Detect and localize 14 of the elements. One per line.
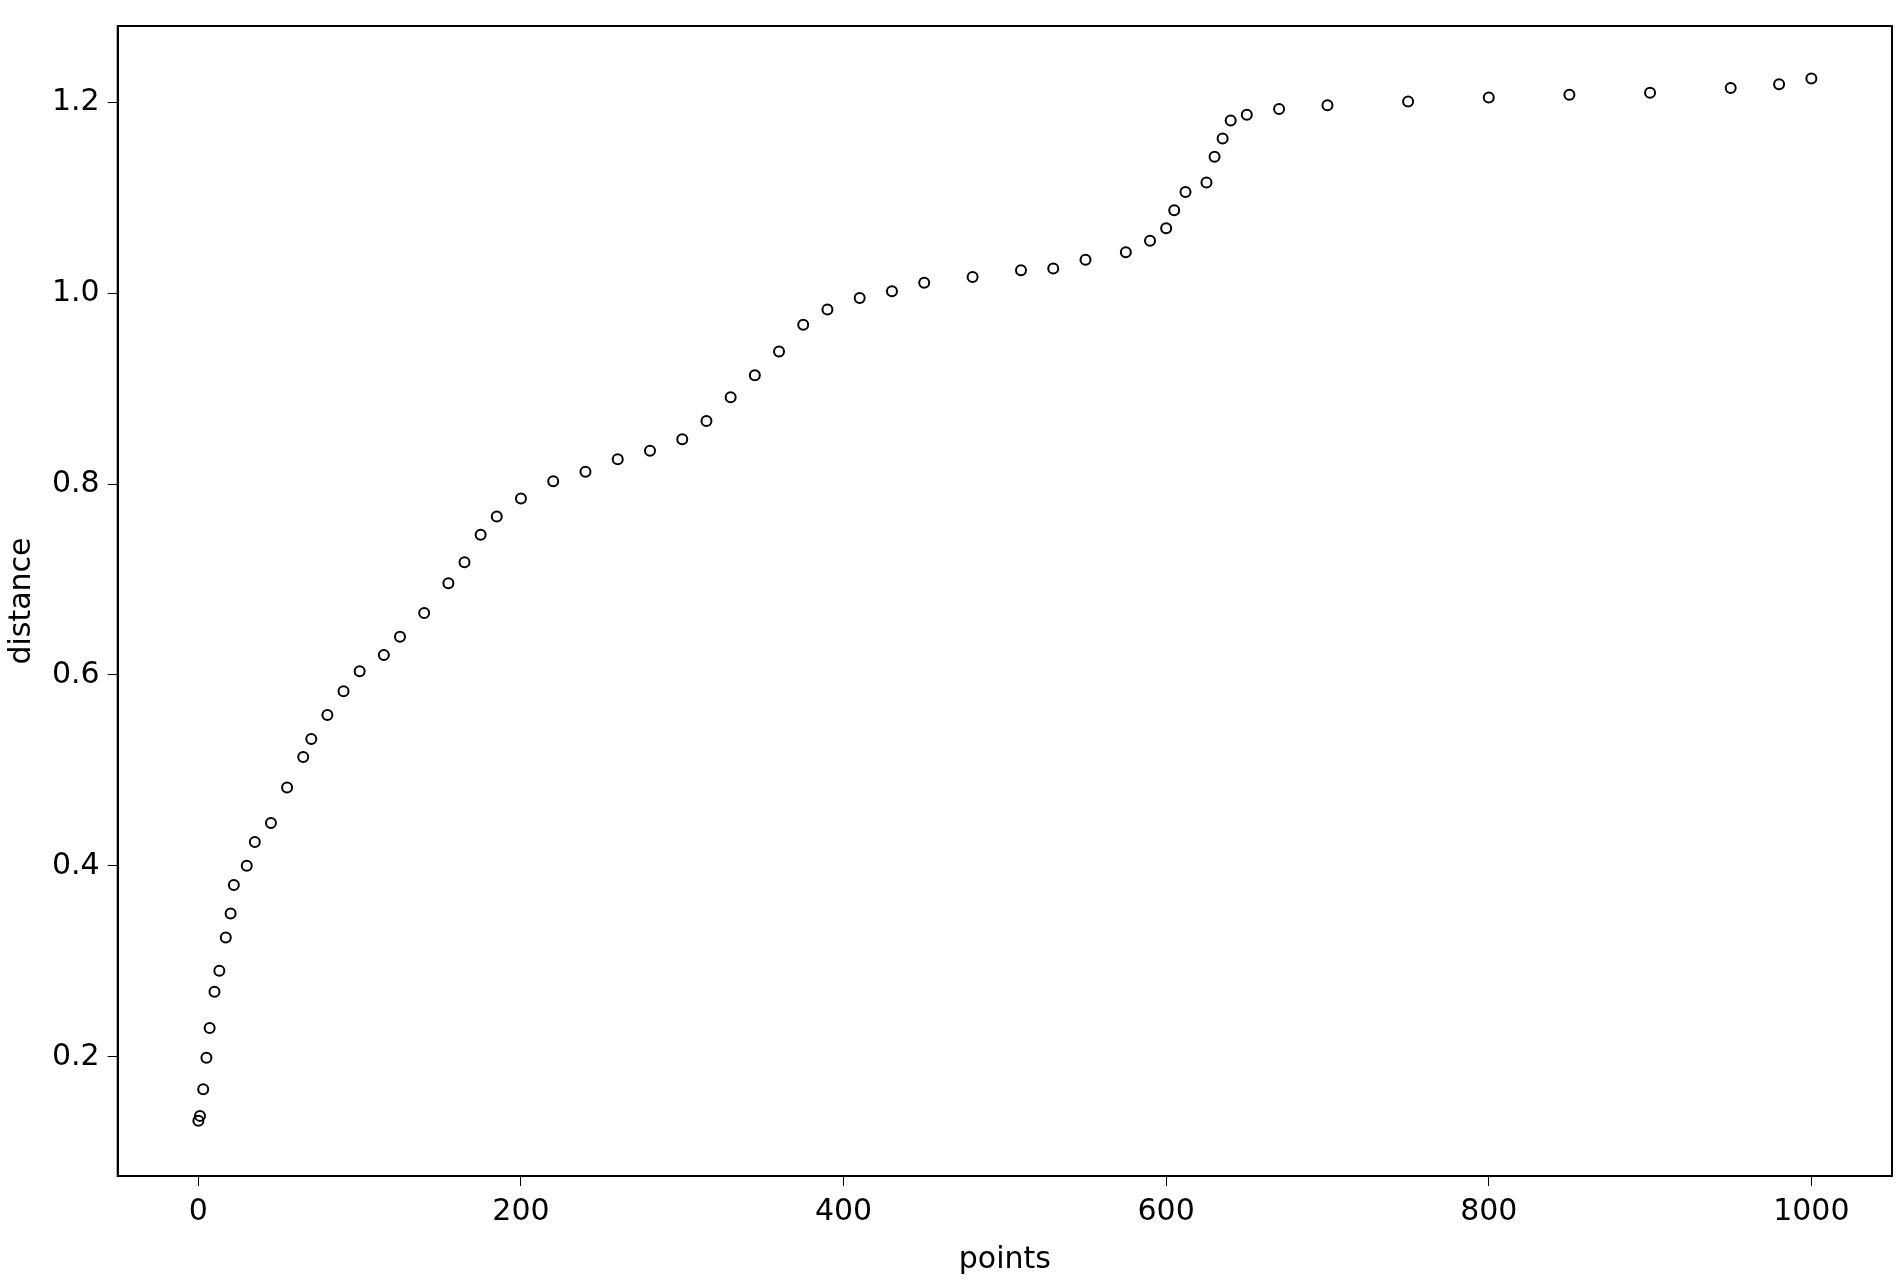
x-tick-label: 0 <box>188 1191 208 1227</box>
x-tick-label: 600 <box>1137 1191 1195 1227</box>
x-axis-title: points <box>958 1239 1051 1275</box>
x-tick-label: 1000 <box>1773 1191 1850 1227</box>
y-axis-title: distance <box>1 537 37 665</box>
y-tick-label: 0.2 <box>51 1036 100 1072</box>
y-tick-label: 0.8 <box>51 463 100 499</box>
y-tick-label: 1.2 <box>51 82 100 118</box>
x-tick-label: 800 <box>1460 1191 1518 1227</box>
x-tick-label: 200 <box>492 1191 550 1227</box>
y-tick-label: 0.4 <box>51 845 100 881</box>
y-tick-label: 1.0 <box>51 273 100 309</box>
y-tick-label: 0.6 <box>51 654 100 690</box>
x-tick-label: 400 <box>814 1191 873 1227</box>
